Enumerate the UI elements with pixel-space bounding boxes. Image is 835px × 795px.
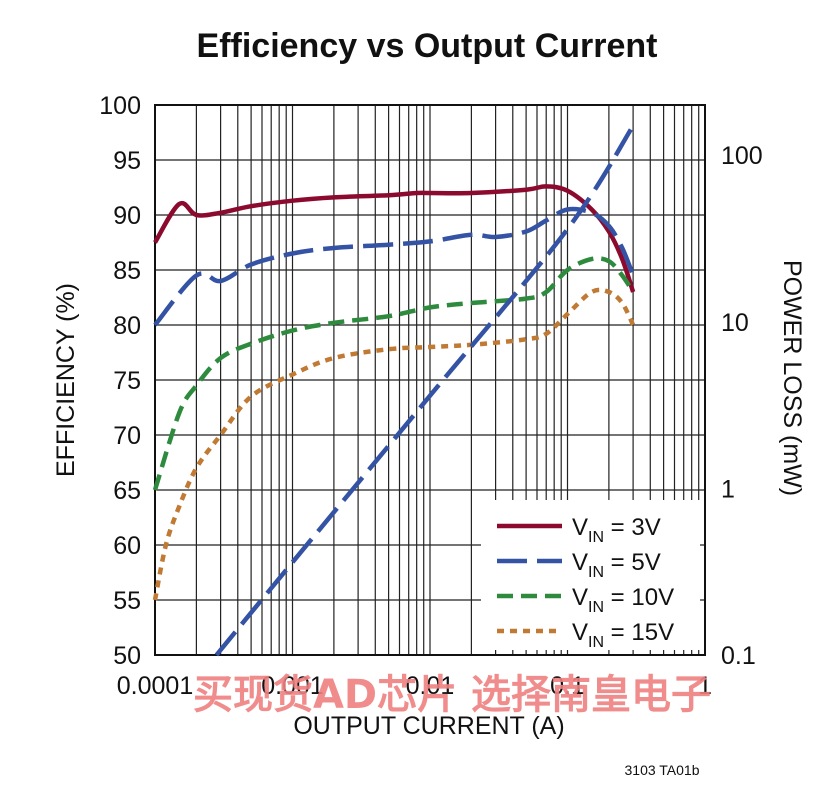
plot-frame [154, 104, 706, 656]
figure-id: 3103 TA01b [625, 762, 700, 778]
legend-label: VIN = 10V [572, 584, 674, 616]
y-axis-label: EFFICIENCY (%) [52, 283, 80, 477]
legend-label: VIN = 15V [572, 619, 674, 651]
y-tick-label: 70 [113, 422, 141, 450]
y-tick-label: 85 [113, 257, 141, 285]
y-tick-label: 75 [113, 367, 141, 395]
legend-label: VIN = 5V [572, 549, 661, 581]
y2-axis-ticks: 0.1 1 10 100 [721, 142, 763, 670]
x-tick-label: 0.1 [550, 672, 585, 700]
x-axis-ticks: 0.0001 0.001 0.01 0.1 1 [117, 672, 712, 700]
y-tick-label: 55 [113, 587, 141, 615]
x-tick-label: 0.01 [406, 672, 455, 700]
x-axis-label: OUTPUT CURRENT (A) [293, 712, 564, 740]
y-tick-label: 95 [113, 147, 141, 175]
y-tick-label: 50 [113, 642, 141, 670]
x-tick-label: 1 [698, 672, 712, 700]
x-tick-label: 0.0001 [117, 672, 193, 700]
series-line-vin-10v [152, 256, 635, 491]
y2-axis-label: POWER LOSS (mW) [778, 260, 806, 496]
chart-title: Efficiency vs Output Current [197, 27, 658, 65]
x-tick-label: 0.001 [261, 672, 324, 700]
series-line-power-loss [214, 124, 636, 657]
series-line-vin-15v [152, 287, 636, 601]
series-line-vin-5v [153, 206, 636, 327]
y2-tick-label: 100 [721, 142, 763, 170]
series-line-vin-3v [153, 184, 636, 293]
y-axis-ticks: 50 55 60 65 70 75 80 85 90 95 100 [99, 92, 141, 670]
y2-tick-label: 0.1 [721, 642, 756, 670]
y-tick-label: 60 [113, 532, 141, 560]
y-tick-label: 80 [113, 312, 141, 340]
legend-label: VIN = 3V [572, 514, 661, 546]
y-tick-label: 90 [113, 202, 141, 230]
y2-tick-label: 10 [721, 309, 749, 337]
series-lines [152, 124, 636, 657]
y-tick-label: 65 [113, 477, 141, 505]
y-tick-label: 100 [99, 92, 141, 120]
watermark: 买现货AD芯片 选择南皇电子 [193, 672, 711, 718]
y2-tick-label: 1 [721, 475, 735, 503]
